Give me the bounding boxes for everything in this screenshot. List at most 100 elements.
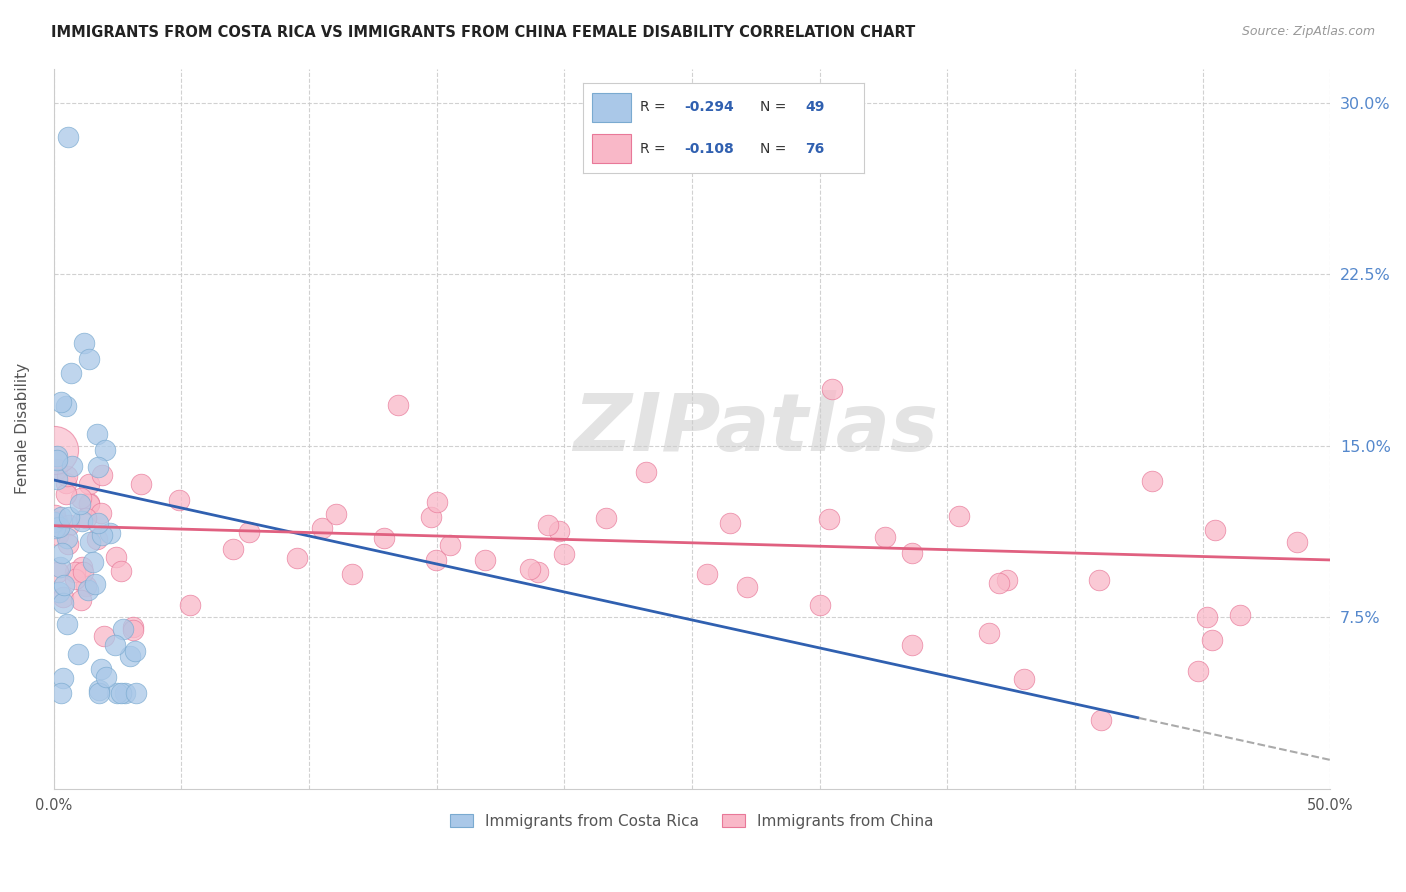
Point: [56, 469, 79, 483]
Point: [52, 591, 75, 605]
Point: [49, 510, 72, 524]
Point: [79, 535, 101, 549]
Text: ZIPatlas: ZIPatlas: [574, 390, 938, 467]
Point: [86, 427, 108, 442]
Point: [70, 593, 93, 607]
Point: [1187, 664, 1209, 678]
Point: [1205, 523, 1227, 537]
Point: [325, 508, 347, 522]
Point: [83, 577, 105, 591]
Point: [48, 559, 70, 574]
Point: [45, 462, 67, 476]
Point: [595, 510, 617, 524]
Point: [112, 622, 135, 636]
Point: [526, 566, 548, 580]
Point: [105, 685, 128, 699]
Point: [76, 582, 98, 597]
Legend: Immigrants from Costa Rica, Immigrants from China: Immigrants from Costa Rica, Immigrants f…: [444, 807, 941, 835]
Point: [114, 685, 136, 699]
Point: [70, 514, 93, 528]
Point: [67, 647, 90, 661]
Point: [46, 449, 69, 463]
Point: [55, 399, 77, 413]
Point: [96, 670, 118, 684]
Point: [72, 566, 94, 580]
Point: [547, 524, 569, 539]
Point: [82, 556, 104, 570]
Text: IMMIGRANTS FROM COSTA RICA VS IMMIGRANTS FROM CHINA FEMALE DISABILITY CORRELATIO: IMMIGRANTS FROM COSTA RICA VS IMMIGRANTS…: [51, 25, 915, 40]
Point: [104, 638, 127, 652]
Point: [553, 547, 575, 561]
Point: [48, 584, 70, 599]
Point: [995, 573, 1018, 587]
Point: [51, 546, 73, 560]
Point: [56, 531, 79, 545]
Point: [46, 472, 69, 486]
Point: [342, 566, 364, 581]
Point: [56, 130, 79, 145]
Point: [238, 525, 260, 540]
Point: [60, 458, 83, 473]
Point: [75, 579, 97, 593]
Point: [73, 335, 96, 350]
Point: [124, 644, 146, 658]
Point: [987, 576, 1010, 591]
Point: [86, 532, 108, 546]
Point: [808, 598, 831, 612]
Point: [901, 638, 924, 652]
Point: [63, 565, 86, 579]
Point: [373, 531, 395, 545]
Point: [87, 516, 110, 531]
Point: [63, 572, 86, 586]
Point: [167, 493, 190, 508]
Point: [121, 620, 143, 634]
Point: [49, 394, 72, 409]
Point: [69, 491, 91, 505]
Point: [44, 521, 66, 535]
Point: [439, 538, 461, 552]
Point: [1286, 534, 1309, 549]
Point: [55, 487, 77, 501]
Point: [93, 629, 115, 643]
Point: [1201, 632, 1223, 647]
Point: [79, 351, 101, 366]
Point: [58, 518, 80, 533]
Point: [179, 598, 201, 612]
Point: [110, 685, 132, 699]
Point: [60, 366, 83, 380]
Point: [285, 551, 308, 566]
Point: [90, 527, 112, 541]
Point: [222, 541, 245, 556]
Point: [1012, 672, 1035, 686]
Point: [104, 550, 127, 565]
Point: [87, 683, 110, 698]
Point: [53, 578, 76, 592]
Point: [873, 530, 896, 544]
Point: [55, 475, 77, 490]
Point: [537, 517, 560, 532]
Point: [387, 398, 409, 412]
Point: [636, 465, 658, 479]
Point: [75, 511, 97, 525]
Point: [98, 525, 121, 540]
Point: [818, 512, 841, 526]
Point: [474, 553, 496, 567]
Point: [425, 553, 447, 567]
Point: [48, 520, 70, 534]
Point: [122, 624, 145, 638]
Point: [46, 453, 69, 467]
Point: [52, 671, 75, 685]
Point: [44, 508, 66, 523]
Point: [948, 508, 970, 523]
Point: [69, 497, 91, 511]
Point: [46, 528, 69, 542]
Point: [56, 537, 79, 551]
Point: [91, 468, 114, 483]
Point: [129, 476, 152, 491]
Point: [77, 497, 100, 511]
Point: [1090, 713, 1112, 727]
Point: [311, 521, 333, 535]
Point: [120, 648, 142, 663]
Point: [72, 559, 94, 574]
Y-axis label: Female Disability: Female Disability: [15, 363, 30, 494]
